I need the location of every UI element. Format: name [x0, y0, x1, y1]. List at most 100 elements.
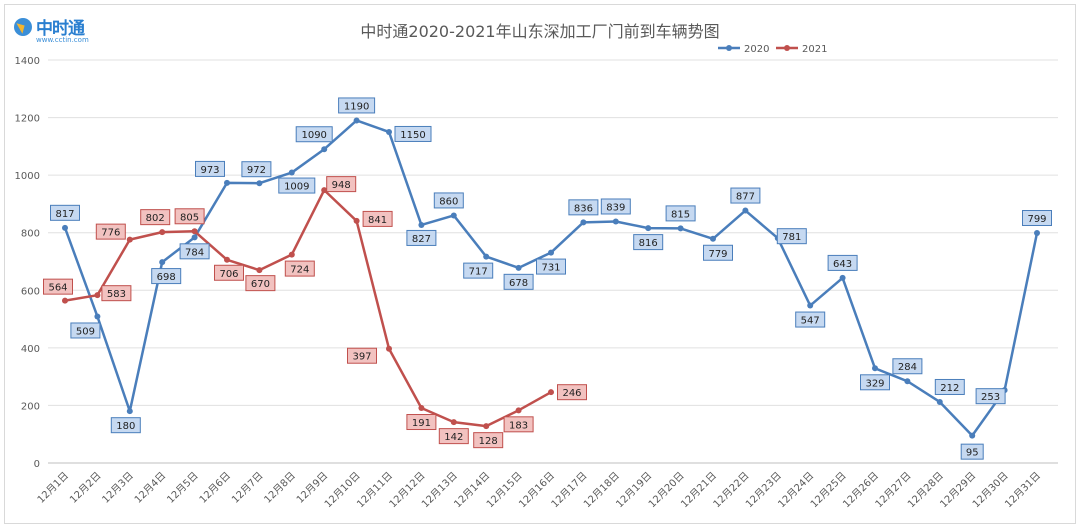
- y-tick-label: 1000: [15, 171, 40, 182]
- data-label-box-2020: [433, 192, 464, 209]
- data-point-2021: [126, 236, 133, 243]
- x-tick-label: 12月5日: [165, 470, 201, 506]
- y-tick-label: 0: [34, 459, 40, 470]
- data-point-2020: [612, 218, 619, 225]
- data-point-2021: [256, 267, 263, 274]
- data-point-2020: [159, 259, 166, 266]
- series-line-2021: [64, 188, 552, 428]
- y-tick-label: 200: [21, 401, 40, 412]
- data-label-box-2021: [140, 209, 171, 226]
- logo-icon: [14, 18, 32, 36]
- data-label-2021: 841: [368, 215, 387, 226]
- data-label-2020: 643: [833, 259, 852, 270]
- y-tick-label: 1400: [15, 56, 40, 67]
- data-label-box-2020: [503, 273, 534, 290]
- data-label-box-2021: [214, 264, 244, 281]
- data-label-2021: 706: [219, 269, 238, 280]
- data-label-2020: 1090: [301, 130, 326, 141]
- data-point-2021: [353, 217, 360, 224]
- data-point-2021: [62, 297, 68, 304]
- data-point-2020: [353, 117, 360, 124]
- data-label-box-2020: [776, 228, 807, 245]
- data-label-box-2021: [174, 208, 205, 225]
- data-label-2021: 583: [107, 289, 126, 300]
- data-label-2020: 860: [439, 196, 458, 207]
- data-point-2020: [904, 378, 911, 385]
- data-label-2021: 776: [101, 228, 120, 239]
- data-label-box-2021: [101, 285, 132, 302]
- data-label-box-2020: [406, 229, 437, 246]
- data-point-2020: [515, 264, 522, 271]
- data-label-box-2020: [975, 388, 1006, 405]
- data-point-2020: [321, 146, 328, 153]
- data-label-2020: 779: [708, 249, 727, 260]
- data-label-box-2021: [503, 416, 534, 433]
- data-point-2020: [710, 235, 716, 242]
- x-tick-label: 12月3日: [100, 470, 136, 506]
- data-point-2020: [94, 313, 101, 320]
- data-point-2020: [936, 398, 943, 405]
- data-label-box-2021: [362, 210, 393, 227]
- data-label-2020: 1190: [344, 101, 369, 112]
- data-label-2021: 142: [444, 432, 463, 443]
- data-label-box-2020: [703, 244, 733, 261]
- data-point-2021: [548, 389, 554, 396]
- data-label-2021: 802: [146, 213, 165, 224]
- data-label-box-2020: [665, 205, 696, 222]
- data-label-2020: 784: [185, 247, 204, 258]
- data-point-2020: [224, 179, 230, 186]
- data-label-box-2020: [827, 254, 858, 271]
- data-label-box-2020: [795, 311, 826, 328]
- data-label-2021: 564: [48, 283, 67, 294]
- data-label-2020: 972: [247, 165, 266, 176]
- legend-marker-2020: [726, 45, 732, 51]
- data-point-2021: [386, 345, 392, 352]
- data-label-2020: 329: [865, 378, 884, 389]
- data-label-box-2021: [245, 275, 276, 292]
- data-label-2020: 731: [541, 263, 560, 274]
- logo-name: 中时通: [36, 19, 85, 39]
- x-tick-label: 12月4日: [132, 470, 168, 506]
- data-point-2020: [839, 274, 846, 281]
- data-point-2020: [645, 225, 652, 232]
- x-tick-label: 12月7日: [229, 470, 265, 506]
- data-label-box-2020: [860, 374, 890, 391]
- data-point-2021: [418, 405, 425, 412]
- data-label-2021: 246: [562, 388, 581, 399]
- data-point-2020: [62, 224, 68, 231]
- data-label-2020: 212: [940, 383, 959, 394]
- data-point-2020: [807, 302, 814, 309]
- data-point-2021: [483, 423, 490, 430]
- data-label-2020: 816: [639, 238, 658, 249]
- data-label-box-2021: [326, 176, 357, 193]
- data-label-2021: 191: [412, 418, 431, 429]
- y-tick-label: 800: [21, 229, 40, 240]
- data-point-2021: [191, 228, 198, 235]
- data-point-2020: [742, 207, 749, 214]
- data-label-box-2020: [600, 198, 631, 215]
- data-label-box-2020: [463, 262, 494, 279]
- x-tick-label: 12月1日: [35, 470, 71, 506]
- data-label-2021: 128: [479, 436, 498, 447]
- data-point-2020: [483, 253, 490, 260]
- data-point-2021: [321, 187, 328, 194]
- data-point-2020: [969, 432, 976, 439]
- data-label-box-2020: [278, 177, 316, 194]
- x-tick-label: 12月2日: [67, 470, 103, 506]
- legend-label: 2020: [744, 44, 769, 55]
- data-label-box-2020: [730, 187, 761, 204]
- data-point-2020: [126, 408, 133, 415]
- data-label-box-2020: [241, 161, 272, 178]
- data-label-2020: 1009: [284, 182, 309, 193]
- y-tick-label: 600: [21, 286, 40, 297]
- data-label-2021: 805: [180, 212, 199, 223]
- data-label-2020: 180: [116, 421, 135, 432]
- data-label-2021: 670: [251, 279, 270, 290]
- legend-label: 2021: [802, 44, 827, 55]
- data-point-2021: [288, 251, 295, 258]
- data-label-2020: 799: [1027, 214, 1046, 225]
- data-label-box-2021: [557, 384, 587, 401]
- data-point-2020: [580, 219, 587, 226]
- x-tick-label: 12月31日: [1002, 470, 1043, 511]
- data-label-box-2020: [338, 97, 376, 114]
